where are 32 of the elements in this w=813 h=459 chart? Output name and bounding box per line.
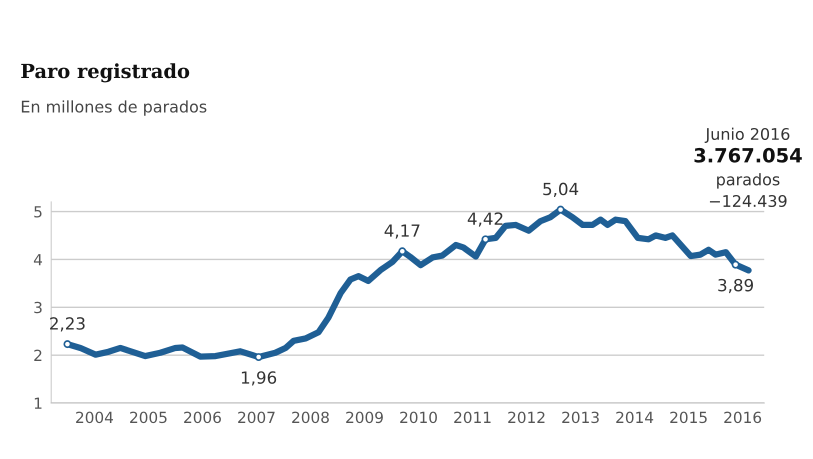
- x-tick-label: 2012: [508, 412, 544, 424]
- chart-subtitle: En millones de parados: [22, 100, 206, 116]
- annotation: Junio 2016 3.767.054 parados −124.439: [694, 128, 802, 208]
- x-tick-label: 2008: [292, 412, 329, 424]
- point: [254, 353, 263, 362]
- point: [482, 235, 490, 244]
- annotation: 3,89: [718, 278, 753, 294]
- x-tick-label: 2009: [346, 412, 383, 424]
- y-tick-label: 1: [34, 398, 42, 409]
- x-tick-label: 2015: [670, 412, 707, 424]
- annotation: 5,04: [543, 182, 578, 197]
- x-tick-label: 2014: [616, 412, 654, 424]
- x-tick-label: 2011: [454, 412, 491, 424]
- y-tick-label: 5: [34, 206, 42, 218]
- annotation: 1,96: [242, 371, 276, 386]
- annotation: 4,42: [468, 212, 502, 227]
- annotation: 4,17: [384, 224, 420, 239]
- x-tick-label: 2007: [238, 412, 275, 424]
- x-tick-label: 2016: [724, 412, 762, 424]
- x-tick-label: 2006: [184, 412, 221, 424]
- point: [63, 340, 72, 348]
- chart-title: Paro registrado: [21, 63, 190, 82]
- x-tick-label: 2013: [562, 412, 599, 424]
- x-tick-label: 2004: [76, 412, 114, 424]
- annotation: 2,23: [50, 317, 85, 332]
- y-tick-label: 4: [34, 254, 42, 266]
- y-tick-label: 3: [34, 302, 42, 314]
- point: [732, 260, 740, 269]
- x-tick-label: 2010: [400, 412, 437, 424]
- x-tick-label: 2005: [130, 412, 167, 424]
- point: [556, 206, 565, 214]
- y-tick-label: 2: [34, 350, 42, 361]
